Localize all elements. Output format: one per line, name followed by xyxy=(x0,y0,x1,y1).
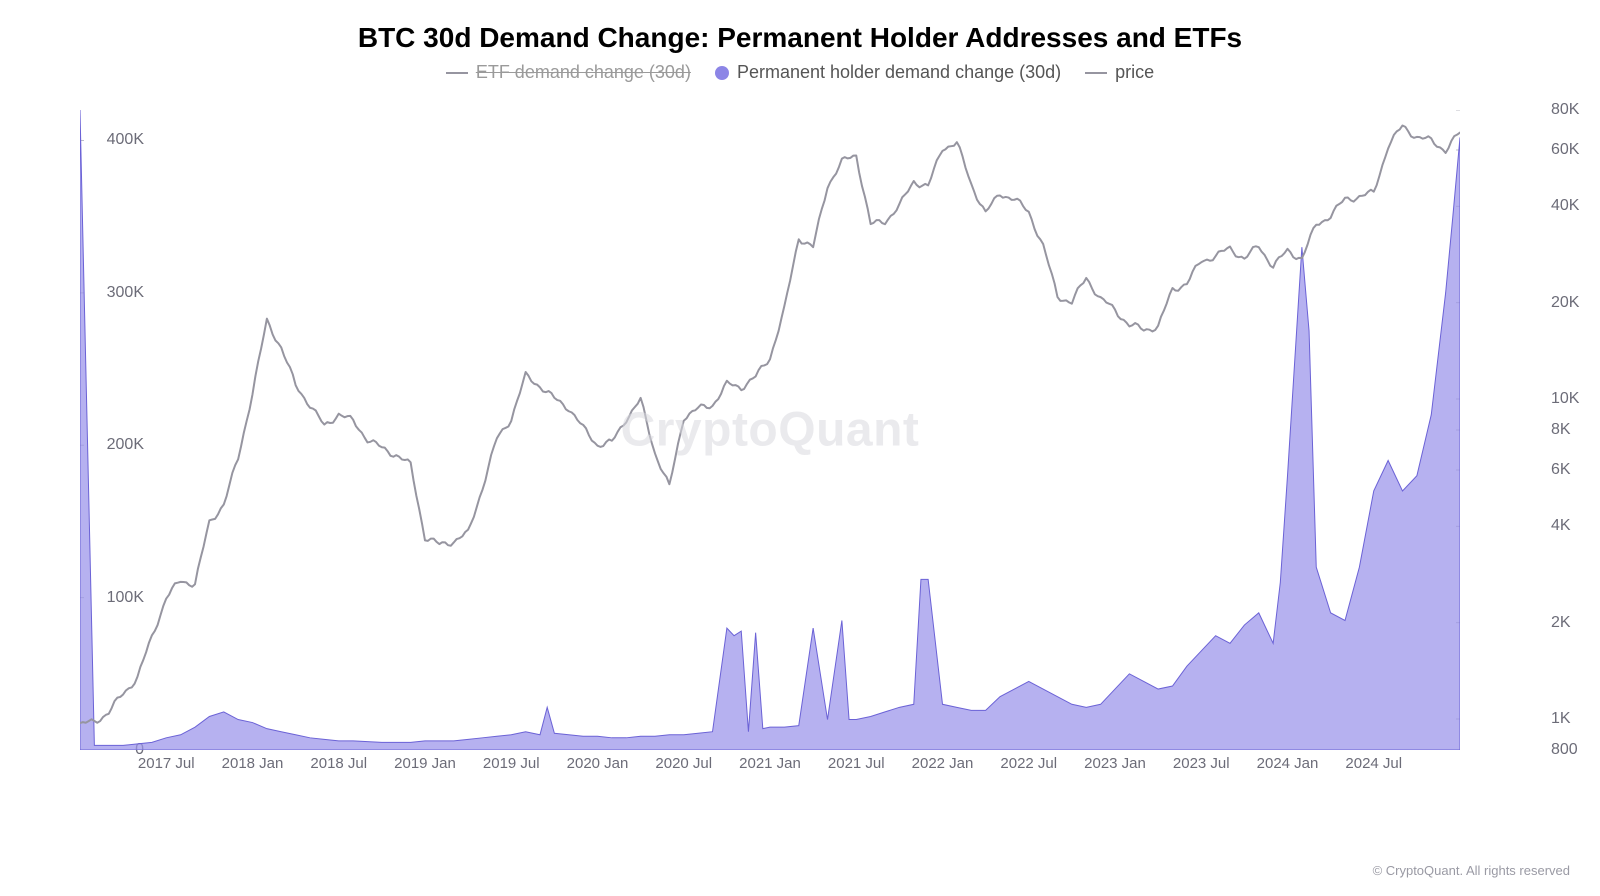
y-right-tick-label: 60K xyxy=(1545,141,1600,159)
chart-svg xyxy=(80,110,1460,750)
x-axis: 2017 Jul 2018 Jan 2018 Jul 2019 Jan 2019 Jul… xyxy=(80,755,1460,785)
x-tick-label: 2020 Jul xyxy=(655,755,712,772)
line-swatch-icon xyxy=(446,72,468,74)
x-tick-label: 2019 Jan xyxy=(394,755,456,772)
x-tick-label: 2017 Jul xyxy=(138,755,195,772)
area-series-permanent-holder xyxy=(80,110,1460,750)
y-right-tick-label: 8K xyxy=(1545,421,1600,439)
y-right-tick-label: 20K xyxy=(1545,294,1600,312)
y-right-tick-label: 6K xyxy=(1545,461,1600,479)
x-tick-label: 2018 Jan xyxy=(222,755,284,772)
x-tick-label: 2018 Jul xyxy=(310,755,367,772)
x-tick-label: 2023 Jul xyxy=(1173,755,1230,772)
legend-item-etf[interactable]: ETF demand change (30d) xyxy=(446,62,691,83)
y-axis-left: 0100K200K300K400K xyxy=(0,110,75,750)
x-tick-label: 2021 Jul xyxy=(828,755,885,772)
plot-area: CryptoQuant xyxy=(80,110,1460,750)
x-tick-label: 2022 Jul xyxy=(1000,755,1057,772)
chart-title: BTC 30d Demand Change: Permanent Holder … xyxy=(0,0,1600,54)
y-right-tick-label: 1K xyxy=(1545,710,1600,728)
legend-label-etf: ETF demand change (30d) xyxy=(476,62,691,83)
legend-item-holder[interactable]: Permanent holder demand change (30d) xyxy=(715,62,1061,83)
legend-label-price: price xyxy=(1115,62,1154,83)
y-axis-right: 8001K2K4K6K8K10K20K40K60K80K xyxy=(1545,110,1600,750)
line-swatch-icon xyxy=(1085,72,1107,74)
x-tick-label: 2019 Jul xyxy=(483,755,540,772)
x-tick-label: 2024 Jan xyxy=(1257,755,1319,772)
chart-container: BTC 30d Demand Change: Permanent Holder … xyxy=(0,0,1600,896)
x-tick-label: 2022 Jan xyxy=(912,755,974,772)
chart-legend: ETF demand change (30d) Permanent holder… xyxy=(0,62,1600,83)
dot-swatch-icon xyxy=(715,66,729,80)
legend-item-price[interactable]: price xyxy=(1085,62,1154,83)
y-right-tick-label: 80K xyxy=(1545,101,1600,119)
y-right-tick-label: 10K xyxy=(1545,390,1600,408)
y-right-tick-label: 800 xyxy=(1545,741,1600,759)
copyright-text: © CryptoQuant. All rights reserved xyxy=(1373,863,1570,878)
y-right-tick-label: 2K xyxy=(1545,614,1600,632)
x-tick-label: 2024 Jul xyxy=(1345,755,1402,772)
x-tick-label: 2020 Jan xyxy=(567,755,629,772)
y-right-tick-label: 4K xyxy=(1545,517,1600,535)
x-tick-label: 2023 Jan xyxy=(1084,755,1146,772)
legend-label-holder: Permanent holder demand change (30d) xyxy=(737,62,1061,83)
x-tick-label: 2021 Jan xyxy=(739,755,801,772)
y-right-tick-label: 40K xyxy=(1545,197,1600,215)
